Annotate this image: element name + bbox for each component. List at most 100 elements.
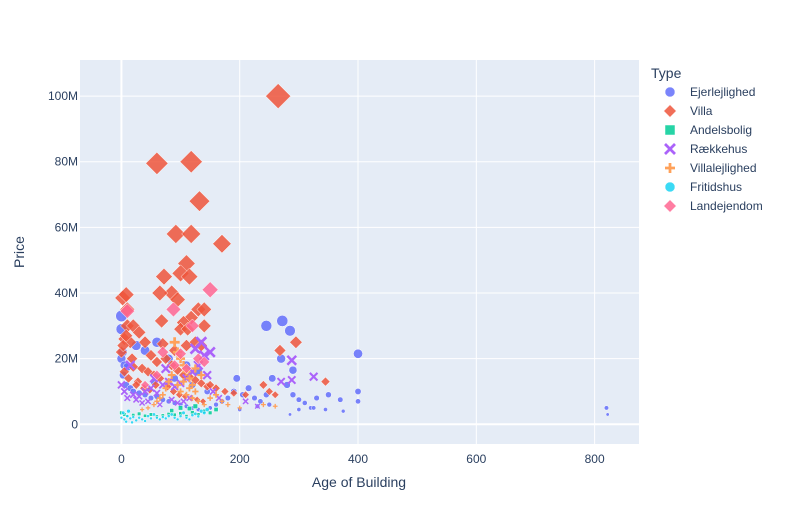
data-point (134, 418, 138, 423)
series-fritidshus (119, 407, 210, 425)
data-point (605, 412, 610, 417)
legend-label: Villalejlighed (690, 161, 757, 175)
y-axis-title: Price (11, 236, 27, 268)
x-tick-label: 600 (466, 452, 486, 466)
data-point (140, 380, 150, 390)
data-point (196, 301, 212, 318)
data-point (165, 224, 186, 244)
legend-item-rækkehus[interactable]: Rækkehus (664, 142, 747, 156)
data-point (271, 390, 280, 399)
data-point (185, 318, 200, 334)
data-point (177, 388, 184, 395)
data-point (209, 387, 217, 396)
data-point (167, 371, 176, 379)
data-point (309, 372, 319, 382)
data-point (119, 415, 124, 420)
data-point (166, 414, 171, 418)
data-point (258, 380, 269, 390)
data-point (276, 377, 286, 386)
data-point (155, 415, 159, 420)
data-point (202, 370, 212, 380)
data-point (116, 339, 130, 353)
data-point (122, 417, 127, 422)
data-point (151, 402, 157, 408)
legend-item-villalejlighed[interactable]: Villalejlighed (665, 161, 757, 175)
data-point (201, 281, 219, 299)
data-point (219, 398, 225, 404)
y-tick-labels: 0 20M 40M 60M 80M 100M (48, 89, 78, 431)
data-point (197, 371, 206, 379)
data-point (186, 384, 193, 392)
data-point (286, 355, 298, 366)
data-point (241, 390, 250, 399)
data-point (212, 234, 232, 254)
data-point (313, 394, 320, 402)
data-point (207, 395, 213, 401)
legend-label: Landejendom (690, 199, 763, 213)
legend-label: Villa (690, 104, 713, 118)
data-point (156, 401, 163, 408)
data-point (179, 339, 193, 353)
y-tick-label: 80M (55, 155, 78, 169)
data-point (284, 325, 296, 337)
data-point (161, 415, 165, 419)
data-point (295, 396, 302, 403)
legend-item-landejendom[interactable]: Landejendom (663, 199, 763, 213)
data-point (276, 315, 289, 327)
data-point (138, 335, 152, 349)
data-point (159, 391, 166, 398)
data-point (215, 394, 223, 402)
data-point (125, 360, 136, 371)
legend-item-andelsbolig[interactable]: Andelsbolig (664, 123, 752, 137)
data-point (164, 416, 168, 421)
data-point (145, 151, 169, 175)
legend-item-villa[interactable]: Villa (663, 104, 713, 118)
data-point (154, 398, 160, 404)
data-point (162, 381, 173, 392)
data-point (141, 387, 149, 396)
data-point (123, 394, 131, 402)
data-point (120, 387, 129, 396)
data-point (320, 376, 331, 387)
data-point (204, 346, 216, 358)
data-point (151, 284, 169, 302)
data-point (130, 420, 134, 425)
data-point (213, 407, 219, 412)
data-point (175, 390, 184, 399)
data-point (198, 356, 211, 368)
legend[interactable]: Ejerlejlighed Villa Andelsbolig Rækkehus Vil… (663, 85, 763, 213)
legend-diamond-icon (663, 199, 677, 213)
data-point (168, 359, 181, 371)
data-point (288, 365, 298, 375)
data-point (137, 415, 141, 420)
legend-item-fritidshus[interactable]: Fritidshus (664, 180, 742, 194)
data-point (188, 190, 211, 212)
data-point (174, 381, 182, 389)
data-point (273, 344, 287, 357)
data-point (183, 391, 190, 398)
data-point (117, 286, 135, 303)
y-tick-label: 0 (71, 417, 78, 431)
data-point (191, 364, 200, 373)
data-point (251, 394, 258, 402)
data-point (181, 224, 202, 244)
data-point (178, 405, 184, 411)
data-point (288, 412, 292, 417)
data-point (162, 384, 170, 392)
data-point (193, 411, 198, 416)
zero-lines (80, 60, 639, 444)
legend-cross-icon (665, 163, 675, 173)
legend-item-ejerlejlighed[interactable]: Ejerlejlighed (664, 85, 755, 99)
legend-square-icon (664, 124, 676, 136)
data-point (202, 410, 207, 415)
data-point (129, 391, 137, 399)
data-point (229, 388, 239, 398)
data-point (287, 375, 297, 385)
data-point (201, 402, 207, 408)
data-point (196, 414, 201, 419)
legend-label: Ejerlejlighed (690, 85, 755, 99)
data-point (181, 410, 186, 415)
data-point (153, 389, 161, 397)
data-point (189, 343, 202, 355)
